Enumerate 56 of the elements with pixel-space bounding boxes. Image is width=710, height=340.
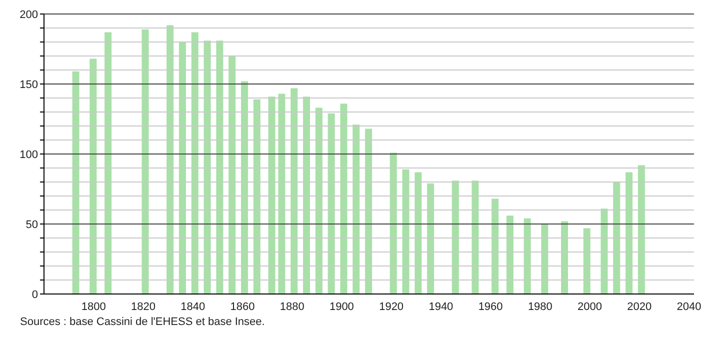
bar bbox=[626, 172, 633, 294]
bar bbox=[352, 124, 360, 294]
x-tick-label: 2000 bbox=[578, 300, 602, 313]
bar bbox=[583, 228, 590, 294]
y-tick-label: 200 bbox=[20, 8, 38, 21]
bar bbox=[613, 182, 620, 294]
bar bbox=[600, 208, 608, 294]
bar bbox=[452, 180, 459, 294]
bar bbox=[638, 165, 645, 294]
x-tick-label: 1880 bbox=[280, 300, 304, 313]
bar bbox=[90, 58, 97, 294]
x-tick-label: 1980 bbox=[528, 300, 552, 313]
bar bbox=[414, 172, 422, 294]
bar bbox=[561, 221, 568, 294]
bar bbox=[191, 32, 198, 294]
bar bbox=[365, 128, 372, 294]
x-tick-label: 1840 bbox=[180, 300, 206, 313]
bar bbox=[506, 216, 514, 294]
bar bbox=[72, 71, 80, 294]
x-tick-label: 1960 bbox=[478, 300, 503, 313]
bar bbox=[166, 25, 174, 294]
x-tick-label: 1800 bbox=[81, 300, 106, 313]
x-tick-label: 1940 bbox=[428, 300, 454, 313]
y-tick-label: 100 bbox=[20, 148, 38, 161]
bar bbox=[204, 40, 211, 294]
bar bbox=[290, 88, 298, 294]
x-tick-label: 2040 bbox=[676, 300, 702, 313]
bar bbox=[402, 169, 410, 294]
bar bbox=[315, 108, 322, 294]
bar bbox=[492, 198, 499, 294]
source-note: Sources : base Cassini de l'EHESS et base Insee. bbox=[20, 316, 266, 328]
x-tick-label: 1920 bbox=[379, 300, 404, 313]
bar bbox=[340, 104, 348, 294]
bar bbox=[524, 218, 531, 294]
bar bbox=[240, 81, 248, 294]
bar bbox=[178, 42, 186, 294]
bar bbox=[216, 40, 224, 294]
x-tick-label: 2020 bbox=[627, 300, 652, 313]
y-tick-label: 150 bbox=[20, 78, 38, 91]
bar bbox=[541, 224, 548, 294]
bar bbox=[328, 113, 335, 294]
x-tick-label: 1860 bbox=[230, 300, 255, 313]
bar bbox=[228, 56, 236, 294]
x-tick-label: 1820 bbox=[130, 300, 156, 313]
bar bbox=[104, 32, 112, 294]
y-tick-label: 50 bbox=[26, 218, 38, 231]
bar bbox=[278, 94, 286, 294]
bar bbox=[390, 152, 397, 294]
bar bbox=[142, 29, 149, 294]
bar bbox=[253, 99, 260, 294]
bar bbox=[472, 180, 479, 294]
bar bbox=[427, 183, 434, 294]
y-tick-label: 0 bbox=[32, 288, 38, 301]
bar bbox=[268, 96, 276, 294]
bar bbox=[303, 96, 310, 294]
x-tick-label: 1900 bbox=[329, 300, 354, 313]
